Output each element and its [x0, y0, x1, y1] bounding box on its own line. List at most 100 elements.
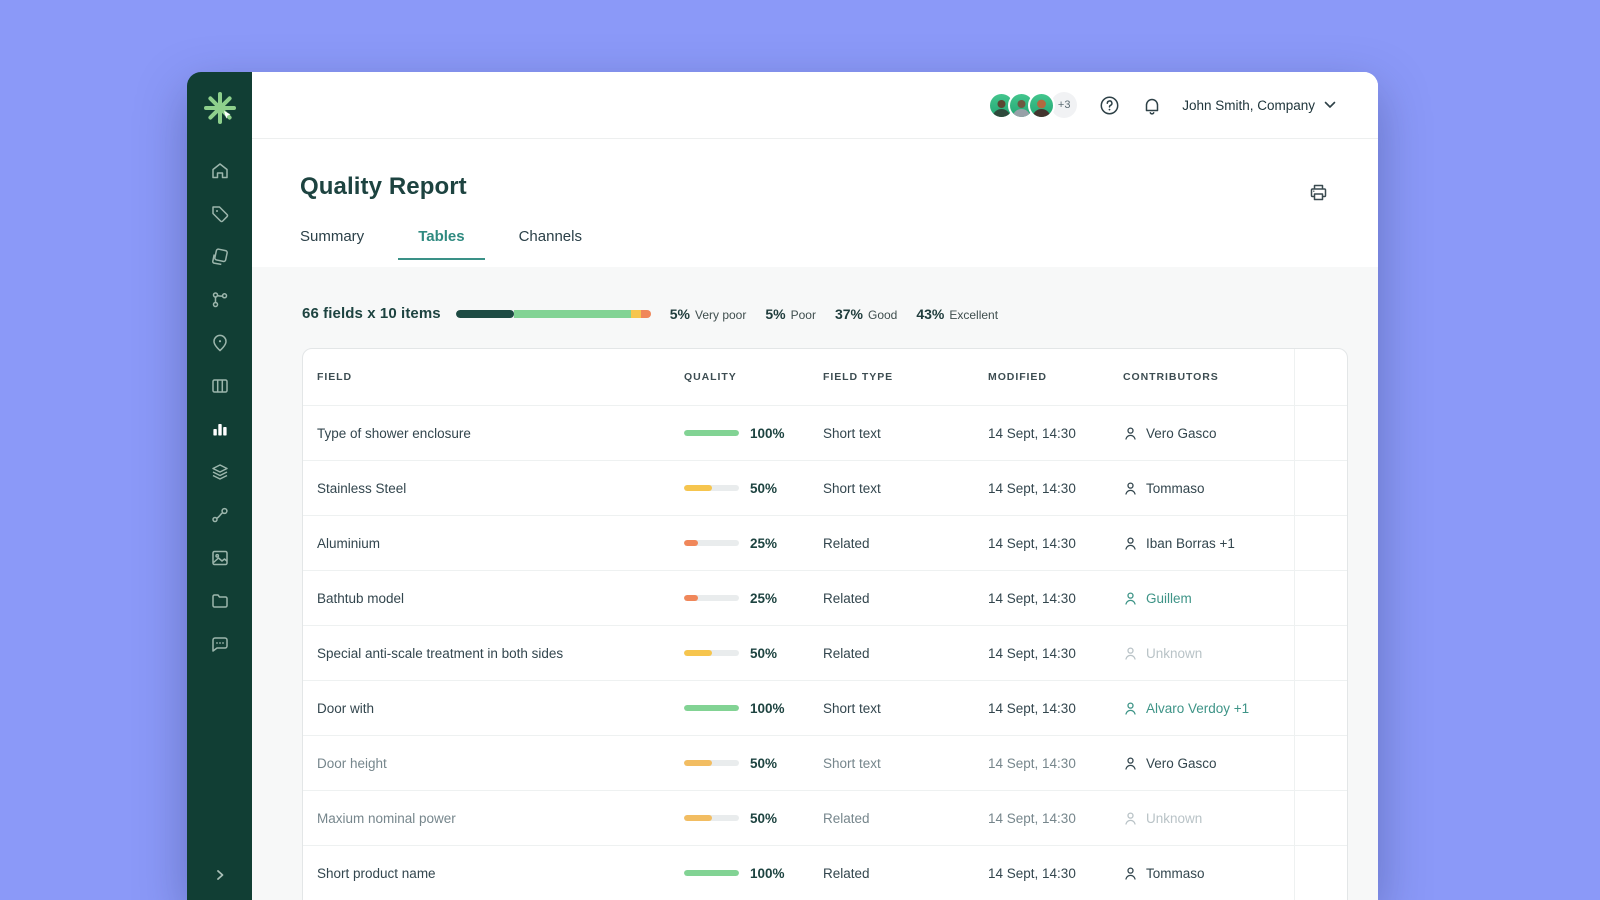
table-row[interactable]: Type of shower enclosure 100% Short text…	[303, 405, 1347, 460]
sidebar-item-media[interactable]	[198, 539, 242, 582]
quality-bar	[684, 595, 739, 601]
quality-cell: 50%	[684, 811, 823, 826]
home-icon	[210, 161, 230, 186]
column-header-contributors: CONTRIBUTORS	[1123, 371, 1219, 383]
quality-percent: 50%	[750, 755, 778, 771]
person-icon	[1123, 756, 1138, 771]
folder-icon	[210, 591, 230, 616]
table-row[interactable]: Aluminium 25% Related 14 Sept, 14:30 Iba…	[303, 515, 1347, 570]
help-icon[interactable]	[1099, 95, 1120, 116]
app-window: +3 John Smith, Company Quality Report	[187, 72, 1378, 900]
bar-chart-icon	[210, 419, 230, 444]
table-row[interactable]: Short product name 100% Related 14 Sept,…	[303, 845, 1347, 900]
table-row[interactable]: Maxium nominal power 50% Related 14 Sept…	[303, 790, 1347, 845]
quality-percent: 100%	[750, 700, 785, 716]
field-name: Stainless Steel	[317, 480, 407, 496]
sidebar-item-messages[interactable]	[198, 625, 242, 668]
sidebar-item-connections[interactable]	[198, 496, 242, 539]
field-type: Related	[823, 535, 870, 551]
chevron-down-icon	[1324, 101, 1336, 109]
contributor-name: Guillem	[1146, 590, 1192, 606]
tab-tables[interactable]: Tables	[398, 228, 485, 260]
field-name: Bathtub model	[317, 590, 405, 606]
tab-channels[interactable]: Channels	[518, 228, 582, 245]
sidebar-item-workflow[interactable]	[198, 281, 242, 324]
legend-very-poor: 5% Very poor	[670, 306, 747, 322]
notifications-bell-icon[interactable]	[1142, 95, 1162, 116]
legend-label: Very poor	[694, 307, 747, 322]
contributor-cell[interactable]: Guillem	[1123, 591, 1347, 606]
table-row[interactable]: Door with 100% Short text 14 Sept, 14:30…	[303, 680, 1347, 735]
quality-cell: 50%	[684, 646, 823, 661]
modified-date: 14 Sept, 14:30	[988, 425, 1076, 441]
field-type: Related	[823, 810, 870, 826]
field-name: Door height	[317, 755, 387, 771]
sidebar-item-tags[interactable]	[198, 195, 242, 238]
avatar-overflow-badge[interactable]: +3	[1051, 92, 1078, 118]
table-row[interactable]: Special anti-scale treatment in both sid…	[303, 625, 1347, 680]
segment-good	[514, 309, 632, 318]
contributor-cell[interactable]: Alvaro Verdoy +1	[1123, 701, 1347, 716]
contributor-cell[interactable]: Unknown	[1123, 646, 1347, 661]
field-type: Short text	[823, 700, 881, 716]
legend-label: Good	[867, 307, 898, 322]
column-header-field: FIELD	[317, 371, 353, 383]
field-name: Maxium nominal power	[317, 810, 456, 826]
quality-legend: 5% Very poor 5% Poor 37% Good 43% Excell…	[670, 306, 998, 322]
layers-icon	[210, 462, 230, 487]
sidebar-expand-button[interactable]	[187, 868, 252, 886]
contributor-cell[interactable]: Vero Gasco	[1123, 756, 1347, 771]
modified-date: 14 Sept, 14:30	[988, 480, 1076, 496]
sidebar	[187, 72, 252, 900]
table-body: Type of shower enclosure 100% Short text…	[303, 405, 1347, 900]
person-icon	[1123, 536, 1138, 551]
contributor-name: Vero Gasco	[1146, 755, 1217, 771]
sidebar-item-layers[interactable]	[198, 453, 242, 496]
app-logo-icon[interactable]	[200, 88, 240, 128]
sidebar-item-reports[interactable]	[198, 410, 242, 453]
sidebar-item-board[interactable]	[198, 367, 242, 410]
avatar[interactable]	[1028, 91, 1056, 119]
user-menu[interactable]: John Smith, Company	[1182, 98, 1336, 113]
modified-date: 14 Sept, 14:30	[988, 755, 1076, 771]
contributor-cell[interactable]: Tommaso	[1123, 481, 1347, 496]
image-icon	[210, 548, 230, 573]
contributor-cell[interactable]: Vero Gasco	[1123, 426, 1347, 441]
quality-percent: 100%	[750, 865, 785, 881]
top-header: +3 John Smith, Company	[252, 72, 1378, 139]
contributor-name: Iban Borras +1	[1146, 535, 1235, 551]
quality-cell: 100%	[684, 426, 823, 441]
legend-excellent: 43% Excellent	[916, 306, 998, 322]
quality-percent: 50%	[750, 645, 778, 661]
field-type: Related	[823, 590, 870, 606]
report-content: 66 fields x 10 items 5% Very poor 5% Poo…	[252, 267, 1378, 900]
connections-icon	[210, 505, 230, 530]
table-row[interactable]: Door height 50% Short text 14 Sept, 14:3…	[303, 735, 1347, 790]
user-menu-label: John Smith, Company	[1182, 97, 1315, 113]
contributor-cell[interactable]: Tommaso	[1123, 866, 1347, 881]
legend-value: 37%	[834, 305, 863, 322]
quality-summary-row: 66 fields x 10 items 5% Very poor 5% Poo…	[302, 305, 1348, 322]
quality-percent: 50%	[750, 810, 778, 826]
print-button[interactable]	[1309, 183, 1328, 207]
contributor-name: Vero Gasco	[1146, 425, 1217, 441]
sidebar-item-home[interactable]	[198, 152, 242, 195]
quality-cell: 50%	[684, 756, 823, 771]
sidebar-item-stickers[interactable]	[198, 238, 242, 281]
table-row[interactable]: Stainless Steel 50% Short text 14 Sept, …	[303, 460, 1347, 515]
quality-cell: 25%	[684, 591, 823, 606]
person-icon	[1123, 481, 1138, 496]
quality-cell: 50%	[684, 481, 823, 496]
segment-very-poor	[641, 309, 651, 318]
table-row[interactable]: Bathtub model 25% Related 14 Sept, 14:30…	[303, 570, 1347, 625]
contributor-cell[interactable]: Unknown	[1123, 811, 1347, 826]
sidebar-item-files[interactable]	[198, 582, 242, 625]
field-name: Special anti-scale treatment in both sid…	[317, 645, 564, 661]
sidebar-item-locations[interactable]	[198, 324, 242, 367]
quality-bar	[684, 705, 739, 711]
field-type: Short text	[823, 480, 881, 496]
contributor-cell[interactable]: Iban Borras +1	[1123, 536, 1347, 551]
field-name: Type of shower enclosure	[317, 425, 471, 441]
tab-summary[interactable]: Summary	[300, 228, 365, 245]
quality-bar	[684, 760, 739, 766]
